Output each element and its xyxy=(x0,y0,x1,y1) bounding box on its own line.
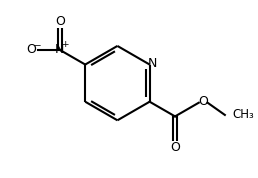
Text: O: O xyxy=(27,43,36,56)
Text: O: O xyxy=(170,141,180,154)
Text: N: N xyxy=(148,57,157,70)
Text: CH₃: CH₃ xyxy=(233,108,254,121)
Text: +: + xyxy=(61,40,68,49)
Text: O: O xyxy=(199,95,209,108)
Text: −: − xyxy=(33,40,40,49)
Text: O: O xyxy=(55,15,65,28)
Text: N: N xyxy=(55,43,64,56)
